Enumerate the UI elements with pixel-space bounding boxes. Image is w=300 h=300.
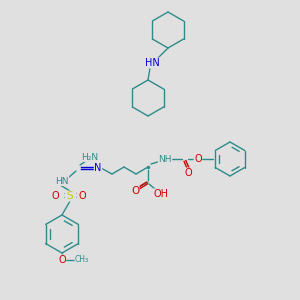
Text: :: : [75,191,77,200]
Text: CH₃: CH₃ [75,256,89,265]
Text: O: O [131,186,139,196]
Text: O: O [194,154,202,164]
Text: H₂N: H₂N [81,152,99,161]
Text: OH: OH [154,189,169,199]
Text: HN: HN [55,176,69,185]
Text: O: O [58,255,66,265]
Text: :: : [63,191,65,200]
Text: O: O [184,168,192,178]
Text: NH: NH [158,154,172,164]
Text: S: S [67,191,73,201]
Text: HN: HN [145,58,159,68]
Text: N: N [94,163,102,173]
Text: O: O [51,191,59,201]
Text: O: O [78,191,86,201]
